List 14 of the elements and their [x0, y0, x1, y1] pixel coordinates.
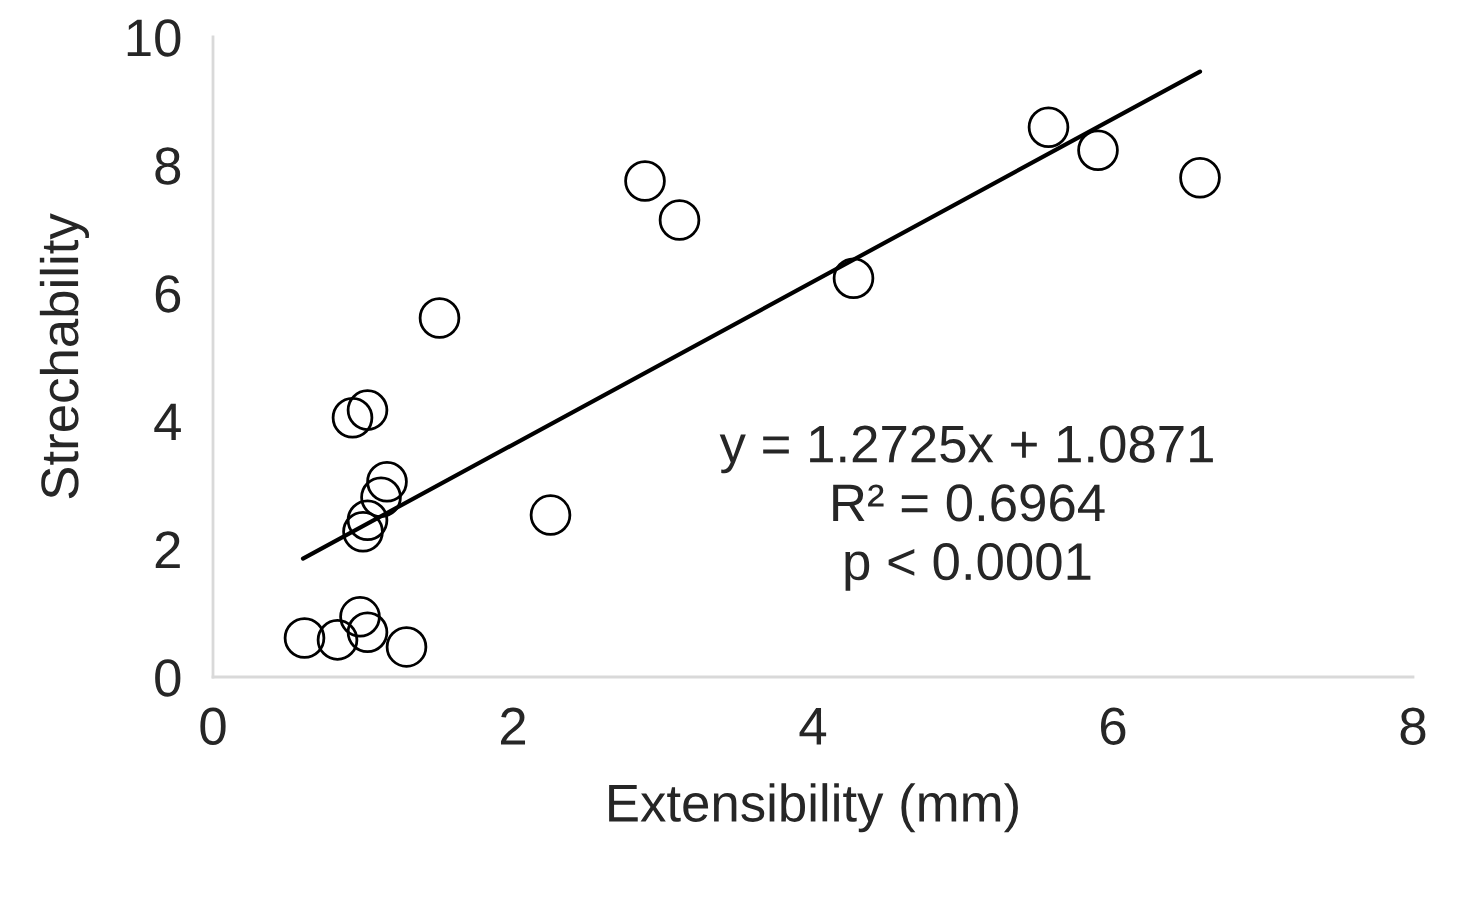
x-tick-label: 2 [500, 707, 526, 745]
x-tick-label: 8 [1400, 707, 1426, 745]
x-tick-label: 4 [799, 708, 827, 745]
y-axis-title: Strechability [39, 213, 90, 499]
y-tick-label: 8 [155, 147, 181, 185]
y-tick-label: 10 [127, 19, 181, 57]
x-tick-label: 6 [1101, 707, 1126, 745]
x-axis-title: Extensibility (mm) [609, 783, 1018, 833]
y-tick-label: 6 [155, 275, 181, 313]
y-tick-label: 2 [155, 531, 180, 569]
x-tick-label: 0 [200, 707, 226, 745]
y-tick-label: 0 [155, 659, 181, 697]
annotation: y = 1.2725x + 1.0871 R² = 0.6964 p < 0.0001 [719, 425, 1213, 591]
y-tick-label: 4 [154, 403, 181, 441]
